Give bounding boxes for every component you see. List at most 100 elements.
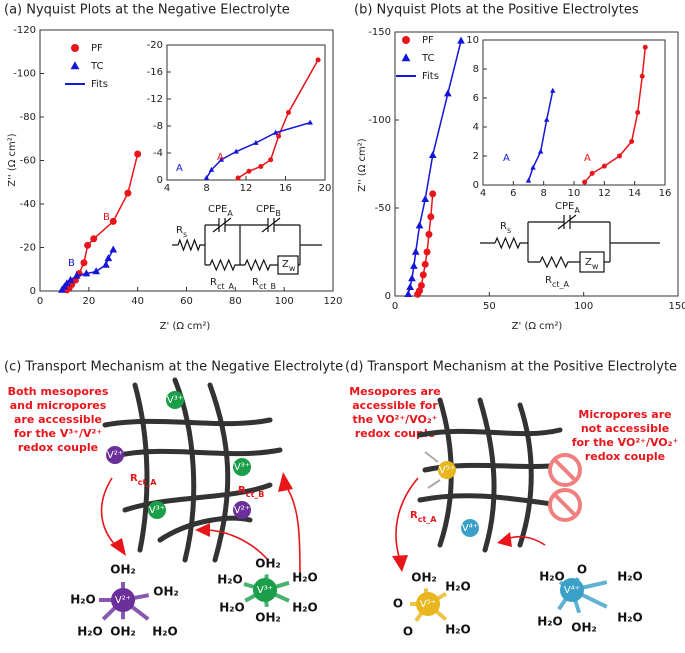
y-tick-label: 6 xyxy=(473,93,479,104)
label: Zw xyxy=(282,259,296,273)
ion-label: V²⁺ xyxy=(234,505,250,516)
label-sub: ct_A xyxy=(418,515,438,524)
arrow xyxy=(395,477,419,561)
label-sub: s xyxy=(183,230,187,239)
ion xyxy=(233,458,251,476)
y-tick-label: -8 xyxy=(153,121,163,132)
ligand: H₂O xyxy=(617,570,643,584)
y-tick-label: -16 xyxy=(147,67,163,78)
label: Rct_B xyxy=(238,485,264,499)
marker xyxy=(543,116,550,122)
x-axis-label: Z' (Ω cm²) xyxy=(160,321,211,332)
marker xyxy=(276,133,282,139)
label: Rct_B xyxy=(252,277,276,291)
marker xyxy=(635,110,641,115)
y-tick-label: 4 xyxy=(473,122,479,133)
ion-label: V³⁺ xyxy=(167,395,183,406)
label-base: R xyxy=(252,277,259,288)
label-sub: s xyxy=(507,226,511,235)
circuit-wire xyxy=(205,258,300,272)
y-tick-label: -80 xyxy=(20,112,36,123)
ion-label: V³⁺ xyxy=(234,462,250,473)
x-tick-label: 50 xyxy=(483,301,496,312)
label-base: Z xyxy=(282,259,289,270)
ligand: H₂O xyxy=(292,571,318,585)
circuit-box xyxy=(277,255,299,275)
y-tick-label: -50 xyxy=(375,203,391,214)
ion xyxy=(166,391,184,409)
note: for the V³⁺/V²⁺ xyxy=(14,427,102,440)
plot-frame xyxy=(482,39,666,186)
marker xyxy=(124,189,132,197)
y-tick-label: -120 xyxy=(13,25,36,36)
marker xyxy=(416,287,424,295)
pore-wall xyxy=(122,482,273,513)
chart-title: (a) Nyquist Plots at the Negative Electr… xyxy=(4,3,290,18)
ligand: O xyxy=(403,625,413,639)
x-tick-label: 8 xyxy=(203,183,209,194)
marker xyxy=(537,148,544,154)
ligand: OH₂ xyxy=(255,611,281,625)
label: Rct_A xyxy=(410,510,437,524)
label-sub: w xyxy=(289,264,296,273)
note: not accessible xyxy=(581,422,669,435)
x-tick-label: 40 xyxy=(131,296,144,307)
ligand: OH₂ xyxy=(110,563,136,577)
circuit-wire xyxy=(480,222,660,262)
note: Mesopores are xyxy=(349,385,441,398)
metal-center xyxy=(416,592,440,616)
y-tick-label: 10 xyxy=(466,35,479,46)
label-sub: ct_A xyxy=(217,282,235,291)
label: Zw xyxy=(585,257,599,271)
ion-label: V⁴⁺ xyxy=(462,523,478,534)
label: Rs xyxy=(500,221,511,235)
marker xyxy=(427,213,435,221)
annotation: B xyxy=(68,258,75,269)
ligand: H₂O xyxy=(537,615,563,629)
marker xyxy=(134,150,142,158)
x-tick-label: 0 xyxy=(37,296,43,307)
ligand: OH₂ xyxy=(110,625,136,639)
pore-wall xyxy=(417,427,563,438)
marker xyxy=(268,157,274,163)
marker xyxy=(415,221,424,229)
y-tick-label: -40 xyxy=(20,199,36,210)
marker xyxy=(72,271,81,279)
ligand: H₂O xyxy=(539,570,565,584)
ion xyxy=(148,501,166,519)
marker xyxy=(550,87,556,93)
plot-frame xyxy=(166,44,326,181)
x-tick-label: 0 xyxy=(392,301,398,312)
note: Both mesopores xyxy=(8,385,109,398)
fit-line xyxy=(407,40,462,295)
ligand: OH₂ xyxy=(411,571,437,585)
legend-label: Fits xyxy=(422,71,439,82)
y-tick-label: 0 xyxy=(473,180,479,191)
x-tick-label: 20 xyxy=(82,296,95,307)
marker xyxy=(639,73,645,79)
label-base: CPE xyxy=(208,204,227,215)
marker xyxy=(272,129,279,135)
x-tick-label: 20 xyxy=(319,183,332,194)
marker xyxy=(90,235,98,243)
label-base: R xyxy=(410,510,418,521)
annotation: A xyxy=(217,152,224,163)
marker xyxy=(84,241,92,249)
annotation: B xyxy=(103,212,110,223)
ligand: H₂O xyxy=(152,625,178,639)
y-tick-label: 0 xyxy=(157,175,163,186)
ligand: H₂O xyxy=(617,611,643,625)
marker xyxy=(246,168,252,174)
arrow-head xyxy=(392,555,408,572)
x-tick-label: 4 xyxy=(164,183,170,194)
label-sub: B xyxy=(275,209,281,218)
label: Rs xyxy=(176,225,187,239)
blocked-bar xyxy=(552,457,578,483)
label: Rct_A xyxy=(130,473,157,487)
y-tick-label: -20 xyxy=(20,243,36,254)
legend-marker xyxy=(70,61,80,70)
annotation: A xyxy=(503,153,510,164)
label-sub: ct_A xyxy=(552,280,570,289)
pore-wall xyxy=(207,382,231,563)
arrow xyxy=(284,484,301,576)
